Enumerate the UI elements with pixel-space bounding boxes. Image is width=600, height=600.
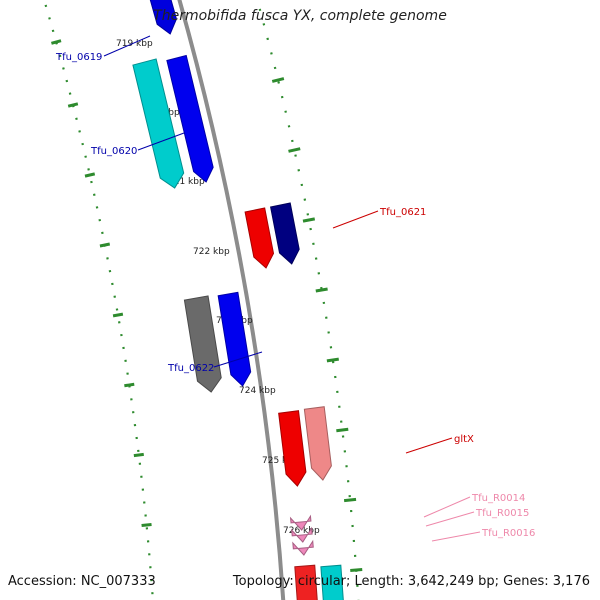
gene-feature: [217, 291, 252, 387]
scale-label: 719 kbp: [116, 39, 153, 49]
label-leader: [213, 351, 263, 368]
gene-feature: [289, 514, 312, 531]
scale-label: 725 kbp: [262, 456, 299, 466]
gene-label: gltX: [454, 434, 474, 445]
major-tick: [141, 523, 152, 527]
gene-label: Tfu_R0014: [471, 493, 525, 504]
outer-major-tick: [336, 427, 349, 433]
gene-feature: [294, 564, 318, 600]
gene-feature: [320, 564, 344, 600]
gene-label: Tfu_0619: [55, 52, 102, 63]
label-leader: [423, 496, 471, 518]
label-leader: [137, 132, 185, 151]
gene-feature: [183, 295, 222, 393]
scale-label: 724 kbp: [239, 386, 276, 396]
major-tick: [133, 452, 144, 458]
gene-label: Tfu_R0015: [475, 508, 529, 519]
label-leader: [425, 511, 475, 527]
major-tick: [67, 102, 79, 108]
major-tick: [99, 242, 111, 248]
major-tick: [112, 312, 124, 318]
outer-major-tick: [326, 357, 339, 363]
inner-tick-ring: [42, 0, 154, 600]
outer-tick-ring: [256, 0, 360, 600]
scale-label: 726 kbp: [283, 526, 320, 536]
outer-major-tick: [288, 147, 301, 153]
scale-label: 721 kbp: [168, 177, 205, 187]
outer-major-tick: [350, 568, 363, 572]
label-leader: [405, 437, 453, 454]
label-leader: [332, 210, 379, 229]
major-tick: [84, 172, 96, 178]
gene-feature: [292, 539, 314, 556]
outer-major-tick: [302, 217, 316, 223]
accession-text: Accession: NC_007333: [8, 574, 156, 589]
gene-feature: [132, 58, 185, 189]
gene-label: Tfu_0621: [379, 207, 426, 218]
outer-major-tick: [343, 497, 357, 503]
scale-label: 722 kbp: [193, 247, 230, 257]
label-leader: [103, 35, 151, 57]
outer-major-tick: [315, 287, 328, 293]
gene-label: Tfu_0620: [90, 146, 137, 157]
gene-label: Tfu_R0016: [481, 528, 535, 539]
page-title: Thermobifida fusca YX, complete genome: [153, 8, 447, 24]
summary-text: Topology: circular; Length: 3,642,249 bp…: [232, 574, 590, 589]
backbone-line: [177, 0, 286, 600]
outer-major-tick: [271, 77, 285, 83]
gene-feature: [291, 526, 313, 543]
major-tick: [124, 382, 135, 388]
gene-feature: [278, 410, 307, 487]
label-leader: [431, 531, 481, 542]
gene-feature: [303, 406, 332, 481]
gene-feature: [244, 207, 275, 269]
gene-feature: [166, 54, 214, 183]
gene-label: Tfu_0622: [167, 363, 214, 374]
gene-feature: [149, 0, 177, 35]
major-tick: [50, 39, 62, 45]
gene-feature: [270, 202, 300, 265]
